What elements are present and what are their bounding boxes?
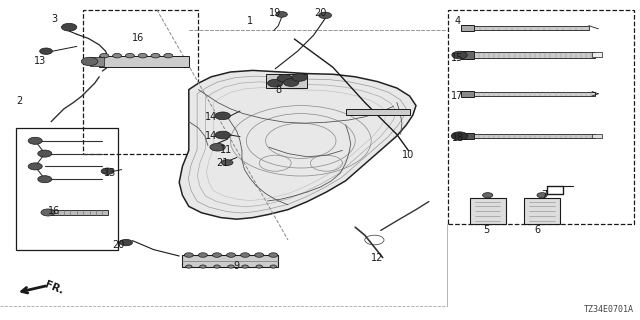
Circle shape: [242, 265, 248, 268]
Polygon shape: [266, 74, 307, 88]
Circle shape: [270, 265, 276, 268]
Polygon shape: [90, 57, 104, 66]
Circle shape: [101, 168, 114, 174]
Circle shape: [227, 253, 236, 257]
Polygon shape: [470, 198, 506, 224]
Circle shape: [228, 265, 234, 268]
Circle shape: [241, 253, 250, 257]
Circle shape: [319, 12, 332, 19]
Polygon shape: [474, 92, 595, 96]
Polygon shape: [474, 134, 595, 138]
Polygon shape: [592, 52, 602, 57]
Text: 11: 11: [220, 145, 232, 156]
Circle shape: [451, 132, 468, 140]
Circle shape: [113, 53, 122, 58]
Circle shape: [198, 253, 207, 257]
Circle shape: [276, 12, 287, 17]
Circle shape: [277, 75, 292, 82]
Circle shape: [151, 53, 160, 58]
Circle shape: [452, 51, 467, 59]
Text: TZ34E0701A: TZ34E0701A: [584, 305, 634, 314]
Circle shape: [255, 253, 264, 257]
Text: FR.: FR.: [44, 280, 65, 296]
Circle shape: [284, 79, 299, 86]
Circle shape: [269, 253, 278, 257]
Text: 4: 4: [454, 16, 461, 26]
Text: 8: 8: [275, 84, 282, 95]
Circle shape: [186, 265, 192, 268]
Polygon shape: [99, 56, 189, 67]
Text: 17: 17: [451, 91, 464, 101]
Polygon shape: [524, 198, 560, 224]
Circle shape: [292, 74, 307, 81]
Polygon shape: [461, 51, 474, 59]
Polygon shape: [474, 52, 595, 58]
Text: 5: 5: [483, 225, 490, 236]
Circle shape: [28, 163, 42, 170]
Polygon shape: [51, 210, 108, 215]
Circle shape: [210, 143, 225, 151]
Text: 10: 10: [402, 150, 415, 160]
Circle shape: [215, 112, 230, 120]
Text: 1: 1: [246, 16, 253, 26]
Circle shape: [268, 79, 283, 87]
Circle shape: [256, 265, 262, 268]
Circle shape: [164, 53, 173, 58]
Text: 20: 20: [112, 240, 125, 250]
Circle shape: [28, 137, 42, 144]
Polygon shape: [182, 255, 278, 267]
Circle shape: [138, 53, 147, 58]
Text: 14: 14: [205, 131, 218, 141]
Text: 13: 13: [104, 168, 116, 178]
Circle shape: [38, 176, 52, 183]
Text: 14: 14: [205, 112, 218, 122]
Text: 12: 12: [371, 252, 384, 263]
Text: 19: 19: [269, 8, 282, 18]
Circle shape: [41, 209, 55, 216]
Text: 16: 16: [131, 33, 144, 44]
Circle shape: [212, 253, 221, 257]
Polygon shape: [461, 133, 474, 139]
Circle shape: [125, 53, 134, 58]
Circle shape: [81, 57, 98, 66]
Circle shape: [100, 53, 109, 58]
Circle shape: [61, 23, 77, 31]
Polygon shape: [592, 134, 602, 138]
Polygon shape: [461, 91, 474, 97]
Circle shape: [200, 265, 206, 268]
Text: 18: 18: [451, 133, 464, 143]
Circle shape: [537, 193, 547, 198]
Polygon shape: [179, 70, 416, 219]
Circle shape: [184, 253, 193, 257]
Text: 16: 16: [48, 206, 61, 216]
Circle shape: [483, 193, 493, 198]
Text: 9: 9: [234, 260, 240, 271]
Text: 6: 6: [534, 225, 541, 236]
Text: 15: 15: [451, 52, 464, 63]
Text: 13: 13: [33, 56, 46, 66]
Circle shape: [38, 150, 52, 157]
Circle shape: [215, 131, 230, 139]
Text: 7: 7: [541, 190, 547, 200]
Text: 3: 3: [51, 14, 58, 24]
Text: 20: 20: [314, 8, 326, 18]
Circle shape: [120, 239, 132, 246]
Circle shape: [40, 48, 52, 54]
Circle shape: [214, 265, 220, 268]
Text: 21: 21: [216, 158, 229, 168]
Polygon shape: [346, 109, 410, 115]
Polygon shape: [474, 26, 589, 30]
Text: 2: 2: [16, 96, 22, 106]
Polygon shape: [461, 25, 474, 31]
Circle shape: [221, 160, 233, 165]
